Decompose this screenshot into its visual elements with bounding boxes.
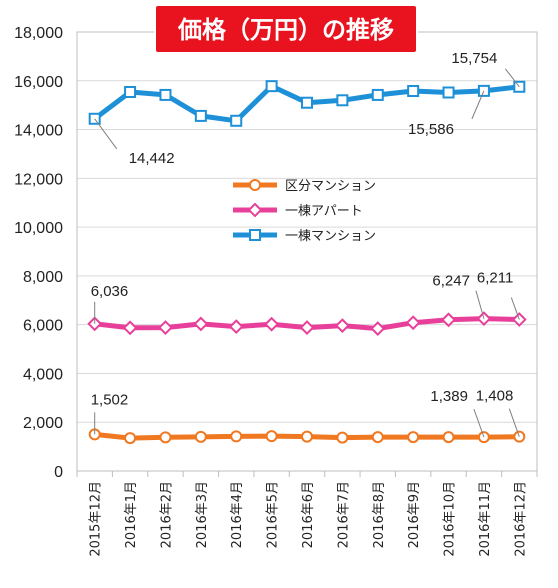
y-tick-label: 18,000 (14, 25, 63, 42)
data-label: 6,247 (432, 273, 470, 290)
legend-label: 一棟マンション (285, 229, 376, 244)
data-label-leader (475, 290, 485, 319)
y-tick-label: 10,000 (14, 220, 63, 237)
y-tick-label: 0 (54, 464, 63, 481)
y-tick-label: 8,000 (23, 269, 63, 286)
data-point (159, 88, 172, 101)
x-tick-label: 2016年10月 (443, 481, 458, 557)
data-point (265, 80, 278, 93)
data-point (407, 85, 420, 98)
data-point (301, 96, 313, 109)
data-point (122, 320, 138, 336)
series-0 (88, 428, 526, 445)
x-tick-label: 2015年12月 (89, 481, 104, 557)
title-banner: 価格（万円）の推移 (154, 4, 418, 54)
x-tick-label: 2016年2月 (159, 481, 174, 548)
legend-swatch-marker (247, 202, 263, 218)
data-point (299, 320, 315, 336)
x-tick-label: 2016年5月 (266, 481, 281, 548)
data-label: 6,211 (477, 270, 513, 287)
x-tick-label: 2016年6月 (301, 481, 316, 548)
legend-label: 区分マンション (285, 179, 376, 194)
y-tick-label: 4,000 (23, 366, 63, 383)
legend-entry: 一棟マンション (233, 229, 376, 244)
data-point (230, 430, 243, 443)
data-point (194, 109, 207, 122)
x-tick-label: 2016年3月 (195, 481, 210, 548)
data-label-leader (510, 297, 520, 320)
data-point (194, 430, 207, 443)
data-label: 6,036 (91, 283, 129, 300)
data-point (193, 316, 209, 332)
legend-entry: 区分マンション (233, 179, 376, 194)
data-label: 15,586 (408, 121, 454, 138)
data-label-leader (473, 408, 485, 438)
data-point (405, 315, 421, 331)
data-point (370, 321, 386, 336)
data-point (407, 431, 420, 444)
y-axis: 0 2,000 4,000 6,000 8,000 10,000 12,000 14,000 1… (14, 25, 63, 481)
y-tick-label: 6,000 (23, 318, 63, 335)
data-label: 1,502 (91, 391, 129, 408)
data-point (301, 430, 313, 443)
data-point (336, 431, 349, 444)
data-point (334, 318, 350, 334)
x-tick-label: 2016年11月 (478, 481, 493, 557)
data-point (371, 431, 384, 444)
data-point (442, 86, 455, 99)
data-label: 14,442 (129, 150, 175, 167)
y-tick-label: 16,000 (14, 74, 63, 91)
x-tick-label: 2016年4月 (230, 481, 245, 548)
x-tick-label: 2016年9月 (407, 481, 422, 548)
x-tick-label: 2016年7月 (336, 481, 351, 548)
data-point (158, 320, 173, 336)
y-tick-label: 14,000 (14, 123, 63, 140)
legend-label: 一棟アパート (285, 204, 363, 219)
data-point (124, 85, 137, 98)
data-label: 1,408 (476, 388, 514, 405)
title-background (154, 4, 418, 54)
data-label: 1,389 (430, 388, 468, 405)
data-point (265, 430, 278, 443)
data-point (264, 316, 280, 332)
data-point (371, 88, 384, 101)
data-point (230, 114, 243, 127)
legend-swatch-marker (249, 179, 261, 191)
x-tick-label: 2016年12月 (513, 481, 528, 557)
y-tick-label: 2,000 (23, 415, 63, 432)
legend-entry: 一棟アパート (233, 202, 363, 219)
data-point (441, 312, 456, 328)
y-tick-label: 12,000 (14, 171, 63, 188)
data-point (228, 319, 244, 335)
x-tick-label: 2016年8月 (372, 481, 387, 548)
data-label: 15,754 (451, 50, 497, 67)
data-label-leader (508, 408, 520, 437)
data-point (336, 94, 349, 107)
data-point (442, 431, 455, 444)
x-axis: 2015年12月 2016年1月 2016年2月 2016年3月 2016年4月 2016… (76, 471, 538, 557)
data-labels: 14,442 15,586 15,754 6,036 6,247 6,211 1,502 1,… (91, 50, 520, 438)
legend-swatch-marker (249, 229, 261, 241)
x-tick-label: 2016年1月 (124, 481, 139, 548)
chart-title: 価格（万円）の推移 (177, 16, 394, 44)
data-point (159, 431, 172, 444)
data-label-leader (471, 90, 485, 120)
data-label-leader (504, 68, 520, 88)
data-label-leader (94, 118, 118, 150)
data-point (124, 432, 137, 445)
